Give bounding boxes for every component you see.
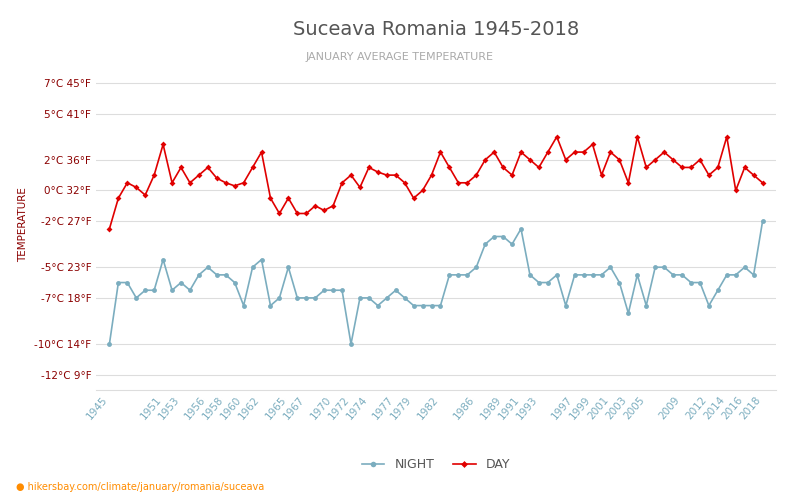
NIGHT [695, 280, 705, 285]
NIGHT [319, 287, 329, 293]
NIGHT [471, 264, 481, 270]
DAY [471, 172, 481, 178]
NIGHT [239, 302, 249, 308]
Text: JANUARY AVERAGE TEMPERATURE: JANUARY AVERAGE TEMPERATURE [306, 52, 494, 62]
Title: Suceava Romania 1945-2018: Suceava Romania 1945-2018 [293, 20, 579, 39]
DAY [552, 134, 562, 140]
DAY [105, 226, 114, 232]
Line: NIGHT: NIGHT [107, 218, 765, 346]
DAY [248, 164, 258, 170]
DAY [462, 180, 472, 186]
DAY [704, 172, 714, 178]
NIGHT [248, 264, 258, 270]
Y-axis label: TEMPERATURE: TEMPERATURE [18, 188, 29, 262]
Legend: NIGHT, DAY: NIGHT, DAY [357, 453, 515, 476]
NIGHT [758, 218, 767, 224]
NIGHT [105, 341, 114, 347]
NIGHT [462, 272, 472, 278]
DAY [239, 180, 249, 186]
Line: DAY: DAY [107, 134, 765, 231]
DAY [319, 208, 329, 214]
Text: ● hikersbay.com/climate/january/romania/suceava: ● hikersbay.com/climate/january/romania/… [16, 482, 264, 492]
DAY [758, 180, 767, 186]
